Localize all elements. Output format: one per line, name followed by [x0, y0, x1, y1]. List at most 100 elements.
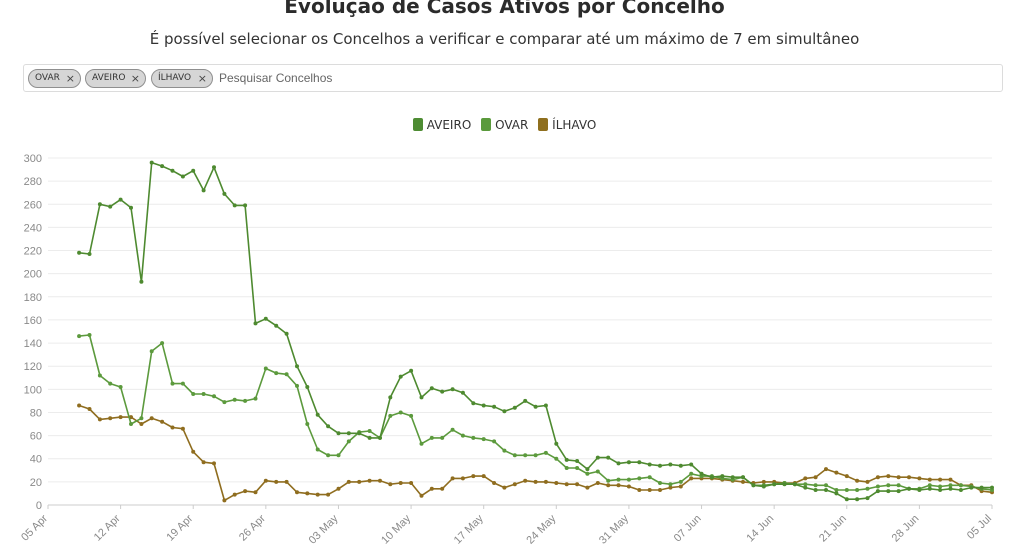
data-point [595, 455, 600, 460]
data-point [938, 488, 943, 492]
legend-item-ilhavo[interactable]: ÍLHAVO [538, 118, 596, 132]
data-point [108, 416, 113, 421]
data-point [938, 477, 943, 482]
data-point [948, 483, 953, 488]
data-point [419, 441, 424, 446]
data-point [689, 471, 694, 476]
data-point [564, 466, 569, 470]
data-point [481, 437, 486, 442]
legend-swatch [481, 118, 492, 131]
data-point [647, 475, 652, 480]
data-point [409, 481, 414, 485]
page-subtitle: É possível selecionar os Concelhos a ver… [149, 30, 860, 48]
remove-ovar-icon[interactable]: × [65, 72, 75, 85]
y-tick-label: 160 [24, 315, 42, 327]
y-tick-label: 40 [30, 454, 42, 466]
data-point [658, 463, 662, 468]
legend-item-aveiro[interactable]: AVEIRO [412, 118, 471, 132]
data-point [751, 483, 756, 488]
x-tick-label: 05 Jul [965, 513, 994, 542]
data-point [523, 398, 528, 403]
y-tick-label: 60 [30, 431, 42, 443]
remove-ilhavo-icon[interactable]: × [197, 72, 207, 85]
chip-ilhavo: ÍLHAVO × [151, 69, 213, 88]
data-point [305, 422, 310, 426]
data-point [274, 371, 279, 376]
y-tick-label: 120 [24, 361, 42, 373]
data-point [886, 474, 891, 479]
data-point [315, 412, 320, 417]
data-point [938, 484, 943, 489]
legend-swatch [538, 118, 549, 131]
data-point [492, 404, 497, 409]
data-point [554, 441, 559, 446]
data-point [626, 460, 631, 465]
data-point [243, 398, 248, 403]
data-point [253, 396, 258, 401]
data-point [450, 476, 455, 481]
data-point [201, 460, 206, 465]
y-tick-label: 80 [30, 407, 42, 419]
chip-label: OVAR [35, 73, 60, 83]
data-point [824, 488, 828, 492]
data-point [844, 488, 849, 492]
data-point [243, 203, 248, 208]
data-point [678, 484, 683, 489]
data-point [180, 426, 185, 431]
data-point [543, 479, 548, 484]
data-point [440, 389, 445, 394]
data-point [222, 498, 227, 503]
data-point [336, 453, 341, 458]
legend-item-ovar[interactable]: OVAR [481, 118, 528, 132]
remove-aveiro-icon[interactable]: × [130, 72, 140, 85]
data-point [886, 489, 891, 494]
data-point [502, 485, 507, 490]
data-point [543, 450, 548, 455]
data-point [212, 394, 216, 399]
data-point [606, 455, 611, 460]
data-point [907, 486, 911, 491]
data-point [77, 334, 82, 339]
data-point [492, 439, 497, 444]
series-line-ovar [79, 161, 992, 501]
data-point [979, 485, 984, 490]
data-point [87, 333, 92, 337]
data-point [315, 492, 320, 497]
data-point [523, 478, 528, 483]
data-point [118, 415, 123, 420]
data-point [232, 492, 237, 497]
legend-label: ÍLHAVO [552, 118, 597, 132]
data-point [855, 497, 860, 502]
data-point [284, 331, 289, 336]
data-point [875, 489, 880, 494]
data-point [678, 479, 683, 484]
data-point [689, 476, 694, 481]
x-tick-label: 17 May [452, 512, 486, 546]
data-point [803, 485, 808, 490]
data-point [844, 474, 849, 479]
data-point [460, 433, 465, 438]
data-point [232, 397, 237, 402]
data-point [958, 483, 963, 488]
y-tick-label: 0 [36, 500, 42, 512]
data-point [419, 395, 424, 400]
data-point [284, 479, 289, 484]
county-selector[interactable]: OVAR × AVEIRO × ÍLHAVO × [23, 64, 1003, 92]
data-point [585, 471, 590, 476]
data-point [326, 424, 331, 429]
data-point [398, 410, 403, 415]
data-point [554, 456, 559, 461]
data-point [512, 482, 517, 487]
search-input[interactable] [219, 68, 979, 88]
y-tick-label: 260 [24, 199, 42, 211]
data-point [160, 164, 165, 169]
data-point [948, 477, 953, 482]
data-point [295, 490, 299, 495]
data-point [232, 203, 237, 208]
chip-label: ÍLHAVO [158, 73, 192, 83]
data-point [440, 486, 445, 491]
data-point [709, 475, 714, 480]
data-point [533, 404, 538, 409]
data-point [647, 488, 652, 492]
data-point [77, 250, 82, 255]
